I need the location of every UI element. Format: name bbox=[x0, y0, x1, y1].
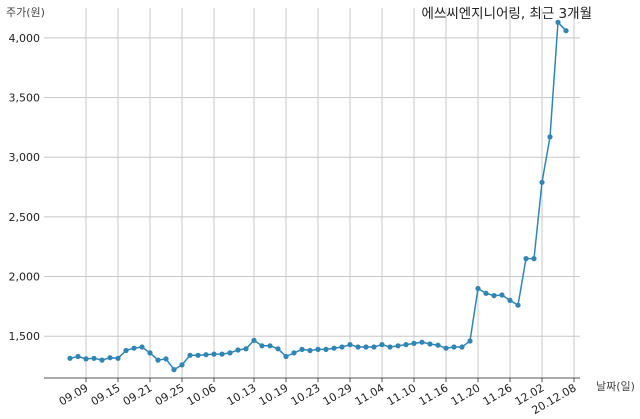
data-point bbox=[323, 346, 329, 352]
data-point bbox=[331, 345, 337, 351]
data-point bbox=[427, 341, 433, 347]
data-point bbox=[195, 352, 201, 358]
data-point bbox=[363, 344, 369, 350]
data-point bbox=[171, 367, 177, 373]
grid-lines bbox=[44, 8, 580, 378]
data-point bbox=[379, 342, 385, 348]
x-tick-label: 09.15 bbox=[89, 381, 123, 408]
data-point bbox=[259, 343, 265, 349]
data-point bbox=[67, 355, 73, 361]
data-point bbox=[147, 350, 153, 356]
y-tick-label: 3,500 bbox=[9, 92, 41, 105]
data-point bbox=[187, 352, 193, 358]
data-point bbox=[531, 256, 537, 262]
y-tick-label: 3,000 bbox=[9, 151, 41, 164]
x-axis-label: 날짜(일) bbox=[596, 379, 635, 393]
chart-title: 에쓰씨엔지니어링, 최근 3개월 bbox=[421, 6, 592, 22]
data-point bbox=[387, 344, 393, 350]
data-point bbox=[491, 293, 497, 299]
x-tick-label: 10.13 bbox=[225, 381, 259, 408]
data-point bbox=[467, 338, 473, 344]
data-point bbox=[107, 355, 113, 361]
data-point bbox=[395, 343, 401, 349]
data-point bbox=[411, 340, 417, 346]
data-point bbox=[291, 350, 297, 356]
data-point bbox=[123, 347, 129, 354]
data-point bbox=[547, 134, 553, 140]
data-point bbox=[83, 356, 89, 362]
data-point bbox=[507, 297, 513, 303]
data-point bbox=[283, 353, 289, 360]
data-point bbox=[307, 347, 313, 354]
data-point bbox=[267, 343, 273, 349]
data-point bbox=[515, 302, 521, 308]
x-tick-label: 10.06 bbox=[185, 381, 219, 408]
data-point bbox=[179, 362, 185, 368]
data-point bbox=[219, 351, 225, 357]
data-point bbox=[315, 346, 321, 352]
y-tick-label: 2,000 bbox=[9, 271, 41, 284]
data-point bbox=[459, 344, 465, 350]
x-tick-label: 10.19 bbox=[257, 381, 291, 408]
x-tick-label: 10.23 bbox=[289, 381, 323, 408]
data-point bbox=[371, 344, 377, 350]
data-point bbox=[347, 342, 353, 348]
data-point bbox=[275, 346, 281, 352]
x-tick-label: 11.10 bbox=[385, 381, 419, 408]
data-point bbox=[139, 344, 145, 350]
y-tick-label: 4,000 bbox=[9, 32, 41, 45]
x-tick-label: 11.20 bbox=[449, 381, 483, 408]
data-point bbox=[235, 347, 241, 353]
data-point bbox=[115, 355, 121, 361]
data-point bbox=[75, 353, 81, 360]
data-point bbox=[499, 292, 505, 298]
data-point bbox=[163, 356, 169, 362]
x-tick-label: 10.29 bbox=[321, 381, 355, 408]
y-tick-label: 2,500 bbox=[9, 211, 41, 224]
data-point bbox=[355, 344, 361, 350]
data-point bbox=[299, 346, 305, 352]
y-tick-label: 1,500 bbox=[9, 330, 41, 343]
data-point bbox=[243, 346, 249, 352]
data-point bbox=[563, 28, 569, 34]
data-point bbox=[451, 344, 457, 350]
data-point bbox=[203, 352, 209, 358]
data-point bbox=[523, 256, 529, 262]
data-point bbox=[339, 344, 345, 350]
data-point bbox=[99, 357, 105, 363]
data-point bbox=[227, 350, 233, 356]
data-point bbox=[251, 337, 257, 343]
x-tick-label: 11.26 bbox=[481, 381, 515, 408]
data-point bbox=[403, 342, 409, 348]
x-tick-label: 09.21 bbox=[121, 381, 155, 408]
x-tick-label: 09.09 bbox=[57, 381, 91, 408]
data-point bbox=[483, 290, 489, 296]
x-tick-label: 11.04 bbox=[353, 381, 387, 408]
data-point bbox=[211, 351, 217, 357]
y-axis-label: 주가(원) bbox=[6, 6, 45, 19]
data-point bbox=[155, 357, 161, 363]
data-point bbox=[419, 339, 425, 345]
y-axis-ticks: 1,500 2,000 2,500 3,000 3,500 4,000 bbox=[9, 32, 41, 343]
data-points bbox=[67, 19, 569, 373]
data-point bbox=[555, 19, 561, 25]
data-point bbox=[475, 285, 481, 292]
data-point bbox=[131, 345, 137, 351]
x-tick-label: 11.16 bbox=[417, 381, 451, 408]
data-point bbox=[539, 179, 545, 185]
x-tick-label: 09.25 bbox=[153, 381, 187, 408]
data-point bbox=[443, 345, 449, 351]
data-point bbox=[435, 342, 441, 348]
data-point bbox=[91, 355, 97, 361]
